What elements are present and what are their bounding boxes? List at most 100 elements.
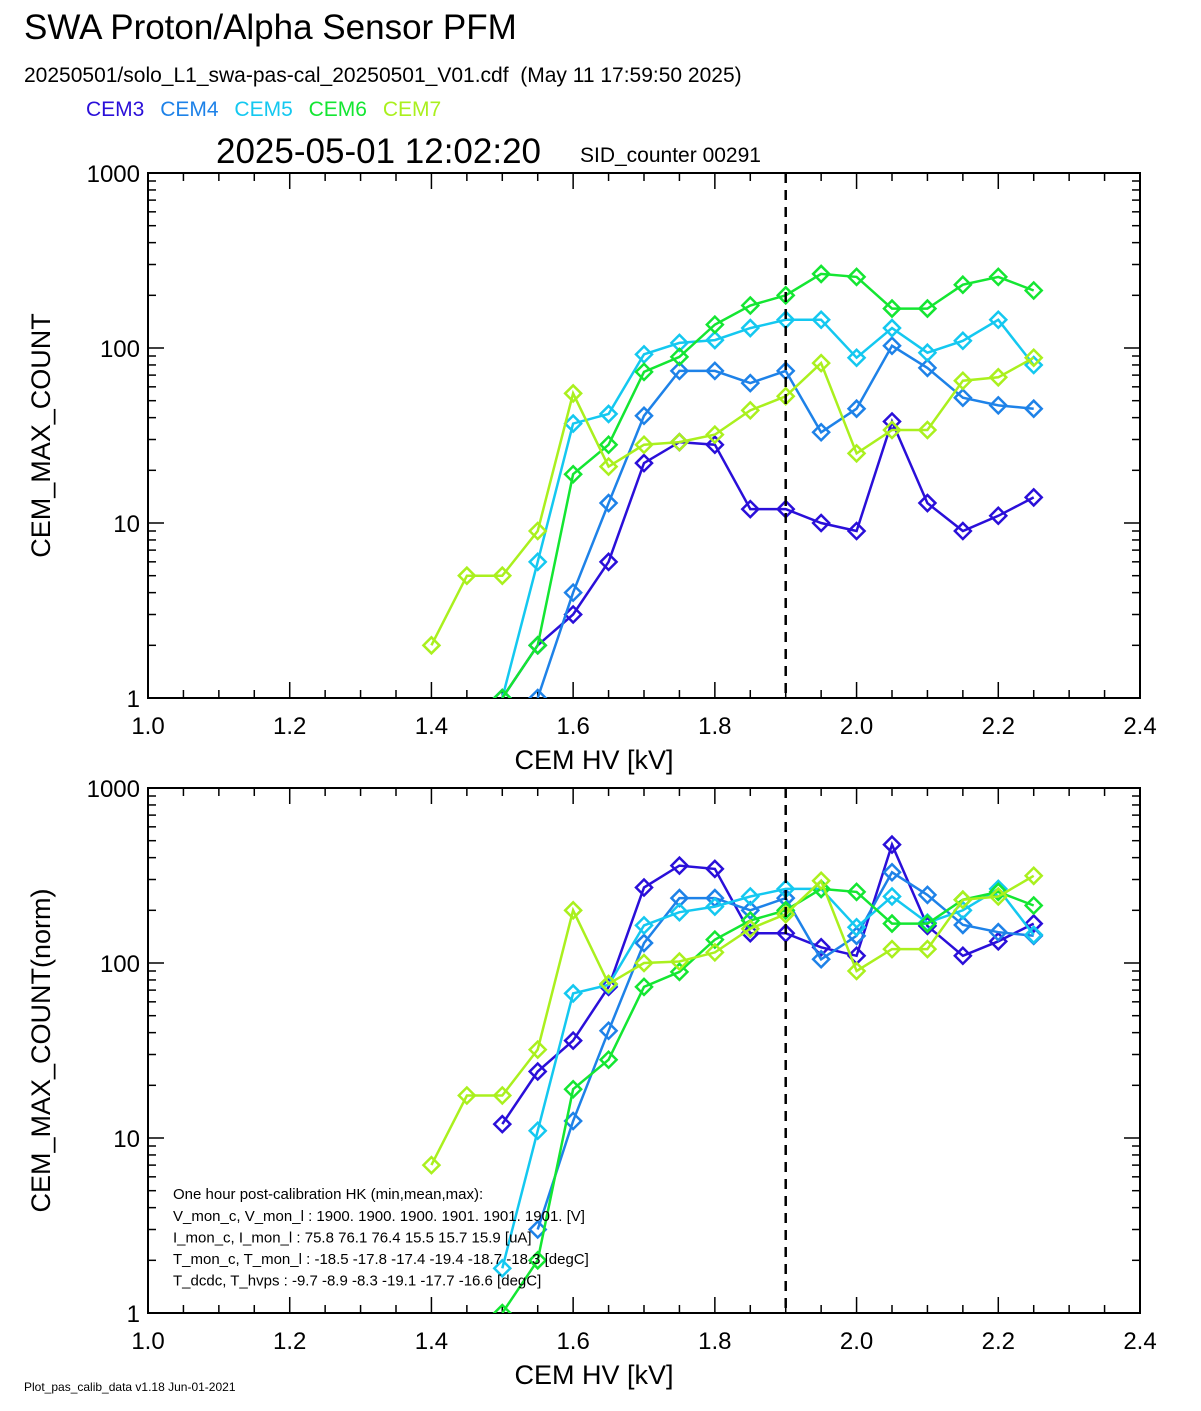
series-cem5-point (740, 318, 761, 338)
x-tick-label: 1.2 (273, 1328, 306, 1355)
series-cem4-point (953, 387, 973, 408)
series-cem4-line (536, 344, 1034, 698)
series-cem7-point (1023, 866, 1044, 886)
series-cem5-point (740, 886, 761, 907)
series-cem7-point (527, 521, 548, 541)
series-cem7-point (917, 420, 938, 440)
series-cem5-point (527, 1120, 548, 1141)
series-cem7-point (953, 889, 973, 910)
series-cem7-point (740, 918, 761, 939)
legend: CEM3 CEM4 CEM5 CEM6 CEM7 (86, 98, 451, 122)
x-tick-label: 2.2 (982, 1328, 1015, 1355)
series-cem7-point (669, 432, 690, 452)
legend-item-cem3: CEM3 (86, 98, 145, 121)
series-cem5-point (882, 886, 902, 907)
series-cem3-point (811, 937, 831, 958)
chart-title: SWA Proton/Alpha Sensor PFM (24, 8, 517, 47)
series-cem6-point (634, 977, 654, 997)
series-cem6-point (846, 882, 867, 902)
series-cem7-point (917, 939, 938, 959)
series-cem3-point (953, 945, 973, 966)
series-cem6-point (563, 464, 583, 484)
series-cem5-point (527, 552, 548, 572)
series-cem7-point (846, 961, 867, 981)
series-cem5-point (669, 333, 690, 353)
series-cem4-point (846, 398, 867, 419)
series-cem4-point (811, 422, 831, 443)
series-cem3-line (501, 841, 1035, 1125)
series-cem3-point (917, 493, 938, 513)
series-cem7-point (811, 353, 831, 373)
series-cem4-point (669, 888, 690, 908)
series-cem5-point (811, 309, 831, 330)
hk-annotation: One hour post-calibration HK (min,mean,m… (173, 1186, 589, 1290)
series-cem5-point (1023, 355, 1044, 375)
x-tick-label: 2.4 (1123, 713, 1156, 740)
series-cem3-point (669, 855, 690, 876)
series-cem7-point (740, 400, 761, 421)
series-cem6-point (669, 962, 690, 982)
series-cem5-point (953, 330, 973, 351)
series-cem4-point (1023, 398, 1044, 419)
series-cem3-point (953, 521, 973, 541)
series-cem7-point (527, 1039, 548, 1060)
series-cem6-point (1023, 280, 1044, 301)
x-axis-title: CEM HV [kV] (514, 1360, 673, 1390)
series-cem4-point (882, 862, 902, 883)
series-cem6-point (988, 882, 1009, 902)
series-cem6-point (669, 347, 690, 367)
series-cem6-point (527, 635, 548, 656)
series-cem7-point (988, 367, 1009, 388)
series-cem5-line (501, 887, 1035, 1269)
hk-row: T_dcdc, T_hvps : -9.7 -8.9 -8.3 -19.1 -1… (173, 1273, 541, 1290)
x-tick-label: 1.6 (556, 713, 589, 740)
series-cem5-point (634, 915, 654, 936)
series-cem6-point (1023, 895, 1044, 916)
series-cem4-point (527, 688, 548, 698)
series-cem6-point (705, 929, 725, 950)
series-cem6-point (917, 913, 938, 934)
series-cem4-point (882, 335, 902, 356)
footer-version: Plot_pas_calib_data v1.18 Jun-01-2021 (24, 1380, 236, 1394)
legend-item-cem5: CEM5 (234, 98, 293, 121)
series-cem6-point (527, 1250, 548, 1271)
series-cem6-point (740, 295, 761, 316)
legend-item-cem7: CEM7 (382, 98, 442, 121)
series-cem4-point (740, 373, 761, 393)
series-cem7-point (882, 939, 902, 959)
series-cem6-line (501, 887, 1035, 1313)
series-cem4-point (846, 926, 867, 946)
timestamp: 2025-05-01 12:02:20 (216, 132, 541, 171)
series-cem6-point (492, 688, 513, 698)
series-cem4-point (988, 922, 1009, 942)
x-tick-label: 2.0 (840, 713, 873, 740)
x-tick-label: 1.8 (698, 713, 731, 740)
series-cem7-point (705, 424, 725, 445)
series-cem7-line (430, 356, 1035, 646)
y-tick-label: 1 (127, 1301, 140, 1328)
series-cem4-point (917, 358, 938, 378)
hk-title: One hour post-calibration HK (min,mean,m… (173, 1186, 483, 1203)
series-cem5-point (492, 1258, 513, 1279)
series-cem4-point (563, 582, 583, 603)
series-cem3-point (882, 834, 902, 855)
series-cem3-point (705, 434, 725, 455)
x-tick-label: 1.2 (273, 713, 306, 740)
series-cem7-point (775, 386, 796, 407)
series-cem6-point (775, 285, 796, 306)
x-tick-label: 1.4 (415, 713, 448, 740)
series-cem6-point (988, 267, 1009, 287)
series-cem7-point (598, 974, 619, 994)
series-cem5-point (882, 318, 902, 338)
series-cem7-point (705, 942, 725, 963)
series-cem4-point (811, 949, 831, 970)
x-tick-label: 1.6 (556, 1328, 589, 1355)
series-cem5-point (705, 330, 725, 350)
series-cem3-point (1023, 487, 1044, 508)
series-cem4-point (669, 361, 690, 381)
series-cem6-point (492, 1303, 513, 1313)
y-tick-label: 10 (113, 511, 140, 538)
series-cem5-point (846, 347, 867, 368)
series-cem4-point (953, 915, 973, 935)
series-cem3-point (740, 499, 761, 519)
